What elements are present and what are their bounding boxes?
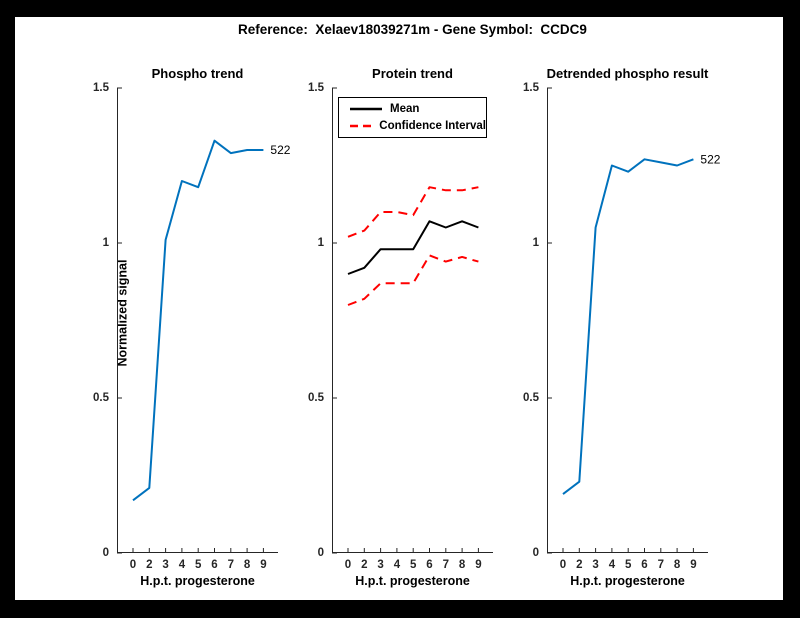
legend-item-mean: Mean — [349, 103, 486, 115]
series-end-label: 522 — [700, 152, 720, 166]
phospho-line — [132, 139, 264, 502]
y-tick-label: 0 — [103, 547, 109, 559]
x-tick-label: 8 — [244, 559, 251, 571]
figure-title: Reference: Xelaev18039271m - Gene Symbol… — [238, 22, 587, 37]
x-tick-label: 2 — [146, 559, 152, 571]
x-tick-label: 2 — [361, 559, 367, 571]
x-tick-label: 5 — [195, 559, 202, 571]
y-tick-label: 1 — [318, 237, 325, 249]
x-tick-label: 3 — [377, 559, 383, 571]
ci-upper-line — [347, 186, 479, 238]
y-tick-label: 1.5 — [308, 82, 325, 94]
x-tick-label: 0 — [560, 559, 566, 571]
subplot-phospho-trend: Phospho trend Normalized signal 0 0.5 1 1.5… — [93, 66, 291, 588]
y-tick-label: 0.5 — [93, 392, 110, 404]
subplot-title: Detrended phospho result — [546, 66, 709, 81]
subplot-title: Phospho trend — [151, 66, 244, 81]
legend: Mean Confidence Interval — [338, 97, 487, 138]
x-tick-label: 0 — [130, 559, 136, 571]
legend-item-confidence-interval: Confidence Interval — [349, 120, 486, 132]
y-tick-label: 0.5 — [523, 392, 540, 404]
mean-line — [347, 220, 479, 275]
y-tick-label: 0 — [318, 547, 324, 559]
y-tick-label: 0 — [533, 547, 539, 559]
x-tick-label: 4 — [394, 559, 401, 571]
x-tick-label: 4 — [179, 559, 186, 571]
ci-line-sample-icon — [350, 124, 373, 128]
y-tick-label: 1.5 — [523, 82, 540, 94]
y-tick-label: 1 — [103, 237, 110, 249]
x-tick-label: 9 — [475, 559, 481, 571]
x-axis-label: H.p.t. progesterone — [570, 574, 685, 588]
x-tick-label: 7 — [658, 559, 664, 571]
x-tick-label: 7 — [443, 559, 449, 571]
subplot-protein-trend: Protein trend 0 0.5 1 1.5 0 2 3 4 5 6 7 8 9 Mean Con… — [308, 66, 493, 588]
x-tick-label: 7 — [228, 559, 234, 571]
x-tick-label: 9 — [260, 559, 266, 571]
x-tick-label: 6 — [211, 559, 217, 571]
x-tick-label: 6 — [641, 559, 647, 571]
detrended-line — [562, 158, 694, 495]
x-tick-label: 9 — [690, 559, 696, 571]
x-tick-label: 4 — [609, 559, 616, 571]
figure-canvas: Reference: Xelaev18039271m - Gene Symbol… — [15, 17, 783, 600]
y-tick-label: 1.5 — [93, 82, 110, 94]
legend-label-mean: Mean — [390, 103, 420, 115]
mean-line-sample-icon — [350, 107, 382, 111]
x-tick-label: 3 — [162, 559, 168, 571]
protein-trend-plot: 00.511.50 2 3 4 5 6 7 8 9 — [308, 82, 493, 571]
x-tick-label: 3 — [592, 559, 598, 571]
subplot-title: Protein trend — [372, 66, 453, 81]
x-axis-label: H.p.t. progesterone — [355, 574, 470, 588]
y-tick-label: 1 — [533, 237, 540, 249]
x-tick-label: 5 — [625, 559, 632, 571]
x-tick-label: 8 — [459, 559, 466, 571]
series-end-label: 522 — [270, 143, 290, 157]
x-tick-label: 8 — [674, 559, 681, 571]
x-tick-label: 5 — [410, 559, 417, 571]
x-tick-label: 2 — [576, 559, 582, 571]
x-tick-label: 6 — [426, 559, 432, 571]
x-tick-label: 0 — [345, 559, 351, 571]
x-axis-label: H.p.t. progesterone — [140, 574, 255, 588]
y-tick-label: 0.5 — [308, 392, 325, 404]
subplot-detrended-phospho: Detrended phospho result 0 0.5 1 1.5 0 2 3 4 5 6 7… — [523, 66, 721, 588]
legend-label-confidence-interval: Confidence Interval — [379, 120, 486, 132]
